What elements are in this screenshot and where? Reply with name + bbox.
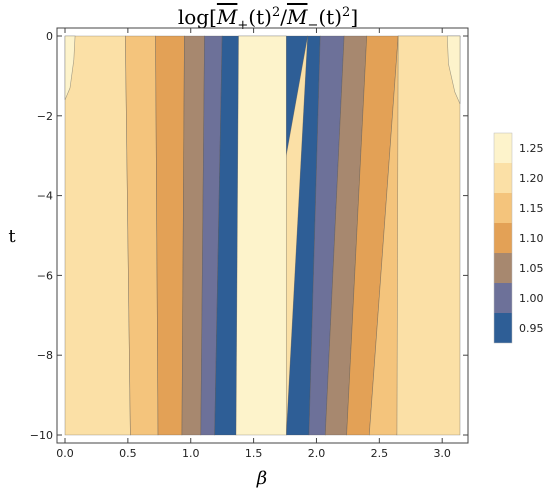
plot-area	[64, 35, 461, 436]
title-sup2: 2	[342, 5, 350, 20]
legend-label: 1.20	[519, 172, 544, 185]
legend-swatch	[494, 253, 512, 283]
title-sub2: −	[307, 18, 318, 33]
contour-band-1	[125, 35, 159, 436]
x-axis-label: β	[256, 468, 267, 489]
contour-edge-region-0	[64, 35, 76, 100]
x-tick-label: 0.5	[119, 447, 137, 460]
title-sub1: +	[237, 18, 248, 33]
legend-swatch	[494, 283, 512, 313]
title-suffix: ]	[350, 5, 358, 29]
contour-band-0	[64, 35, 131, 436]
x-tick-label: 1.5	[245, 447, 263, 460]
legend-swatch	[494, 193, 512, 223]
title-m2: M	[286, 5, 308, 29]
title-prefix: log[	[178, 5, 217, 29]
legend-swatch	[494, 133, 512, 163]
title-m1: M	[216, 5, 238, 29]
y-tick-label: −10	[30, 429, 53, 442]
y-tick-label: −4	[37, 190, 53, 203]
legend-swatch	[494, 223, 512, 253]
legend-label: 0.95	[519, 322, 544, 335]
title-sup1: 2	[272, 5, 280, 20]
legend-label: 1.00	[519, 292, 544, 305]
x-tick-label: 2.0	[308, 447, 326, 460]
y-tick-label: −6	[37, 269, 53, 282]
title-mid2: (t)	[318, 5, 342, 29]
y-tick-label: −2	[37, 110, 53, 123]
title-slash: /	[280, 5, 287, 29]
x-tick-label: 2.5	[371, 447, 389, 460]
legend-label: 1.05	[519, 262, 544, 275]
contour-band-12	[235, 35, 287, 436]
x-tick-label: 1.0	[182, 447, 200, 460]
x-tick-label: 3.0	[433, 447, 451, 460]
contour-band-11	[396, 35, 461, 436]
legend-label: 1.10	[519, 232, 544, 245]
legend-label: 1.25	[519, 142, 544, 155]
legend-label: 1.15	[519, 202, 544, 215]
chart-title: log[M+(t)2/M−(t)2]	[178, 5, 358, 33]
contour-band-2	[155, 35, 185, 436]
legend-frame	[493, 132, 513, 344]
axes: 0.0 0.5 1.0 1.5 2.0 2.5 3.0 0 −2 −4 −6 −8 −10	[30, 27, 469, 460]
y-tick-label: 0	[46, 30, 53, 43]
plot-frame	[56, 27, 469, 444]
y-tick-label: −8	[37, 349, 53, 362]
title-mid1: (t)	[248, 5, 272, 29]
legend-swatch	[494, 313, 512, 343]
legend: 1.25 1.20 1.15 1.10 1.05 1.00 0.95	[493, 132, 544, 344]
legend-swatch	[494, 163, 512, 193]
contour-edge-region-1	[446, 35, 461, 104]
y-axis-label: t	[8, 226, 16, 247]
x-tick-label: 0.0	[56, 447, 74, 460]
